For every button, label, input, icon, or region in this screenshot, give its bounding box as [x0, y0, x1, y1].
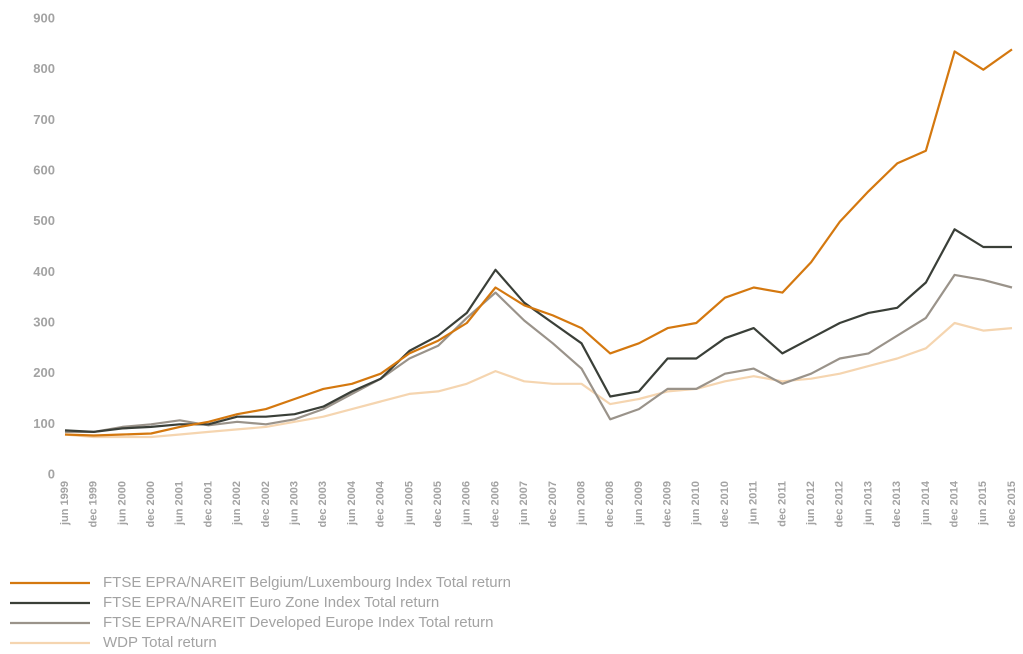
x-tick-label: jun 2007 — [518, 481, 530, 526]
x-tick-label: dec 2014 — [949, 480, 961, 527]
y-tick-label: 0 — [48, 466, 55, 481]
x-tick-label: dec 2005 — [432, 481, 444, 527]
x-tick-label: dec 2004 — [375, 480, 387, 527]
series-line — [64, 228, 1012, 433]
series-line — [64, 48, 1013, 437]
y-tick-label: 900 — [33, 10, 55, 25]
series-line — [64, 321, 1013, 439]
x-tick-label: jun 2009 — [633, 481, 645, 526]
x-tick-label: jun 2012 — [805, 481, 817, 526]
x-tick-label: jun 2010 — [690, 481, 702, 526]
legend-label: FTSE EPRA/NAREIT Euro Zone Index Total r… — [103, 594, 439, 611]
legend-label: FTSE EPRA/NAREIT Belgium/Luxembourg Inde… — [103, 574, 511, 591]
legend-label: WDP Total return — [103, 634, 217, 651]
x-tick-label: jun 2003 — [288, 481, 300, 526]
x-tick-label: dec 2001 — [202, 481, 214, 527]
x-tick-label: dec 2010 — [719, 481, 731, 527]
x-tick-label: dec 2008 — [604, 481, 616, 527]
y-tick-label: 100 — [33, 416, 55, 431]
x-tick-label: dec 2000 — [145, 481, 157, 527]
y-tick-label: 400 — [33, 264, 55, 279]
y-tick-label: 300 — [33, 314, 55, 329]
y-tick-label: 700 — [33, 112, 55, 127]
x-tick-label: jun 2011 — [748, 481, 760, 525]
x-tick-label: dec 2006 — [489, 481, 501, 527]
x-tick-label: dec 2009 — [662, 481, 674, 527]
x-tick-label: jun 2015 — [977, 481, 989, 526]
series-line — [65, 273, 1013, 433]
x-tick-label: jun 2002 — [231, 481, 243, 526]
x-tick-label: jun 2001 — [174, 481, 186, 526]
x-tick-label: dec 1999 — [88, 481, 100, 527]
x-tick-label: jun 1999 — [59, 481, 71, 526]
x-tick-label: dec 2015 — [1006, 481, 1018, 527]
x-tick-label: dec 2013 — [891, 481, 903, 527]
x-tick-label: jun 2005 — [403, 481, 415, 526]
x-tick-label: jun 2006 — [461, 481, 473, 526]
x-tick-label: dec 2012 — [834, 481, 846, 527]
x-tick-label: jun 2008 — [575, 481, 587, 526]
x-tick-label: jun 2000 — [116, 481, 128, 526]
x-tick-label: dec 2002 — [260, 481, 272, 527]
y-tick-label: 800 — [33, 61, 55, 76]
x-tick-label: jun 2014 — [920, 480, 932, 526]
x-tick-label: dec 2003 — [317, 481, 329, 527]
y-tick-label: 200 — [33, 365, 55, 380]
y-tick-label: 500 — [33, 213, 55, 228]
y-tick-label: 600 — [33, 162, 55, 177]
x-tick-label: dec 2007 — [547, 481, 559, 527]
x-tick-label: jun 2004 — [346, 480, 358, 526]
x-tick-label: dec 2011 — [776, 481, 788, 527]
legend-label: FTSE EPRA/NAREIT Developed Europe Index … — [103, 614, 493, 631]
x-tick-label: jun 2013 — [862, 481, 874, 526]
